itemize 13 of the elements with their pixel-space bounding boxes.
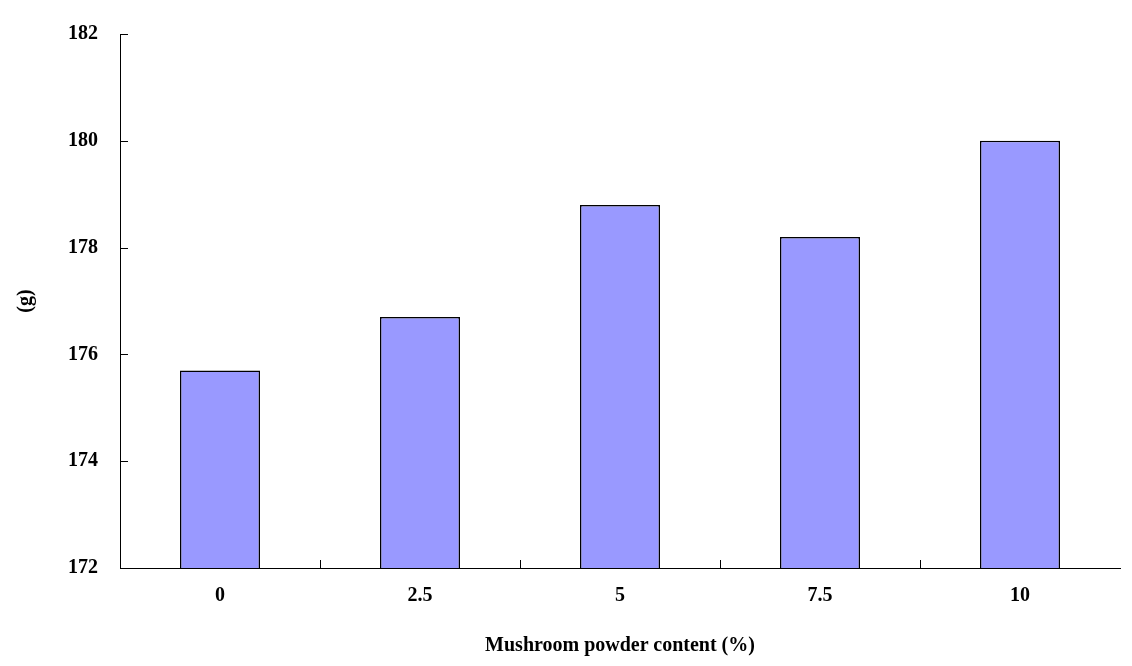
x-tick-label: 10 (1010, 583, 1030, 606)
x-tick-label: 2.5 (407, 583, 433, 606)
y-tick-label: 180 (68, 127, 98, 150)
y-tick-label: 178 (68, 234, 98, 257)
x-tick-label: 7.5 (807, 583, 833, 606)
y-tick-label: 182 (68, 21, 98, 44)
y-tick-label: 174 (68, 448, 98, 471)
x-axis-title: Mushroom powder content (%) (485, 633, 755, 657)
y-tick-label: 176 (68, 341, 98, 364)
x-tick-label: 5 (615, 583, 625, 606)
y-axis-title: (g) (13, 289, 37, 313)
x-tick-label: 0 (215, 583, 225, 606)
y-tick-label: 172 (68, 555, 98, 578)
